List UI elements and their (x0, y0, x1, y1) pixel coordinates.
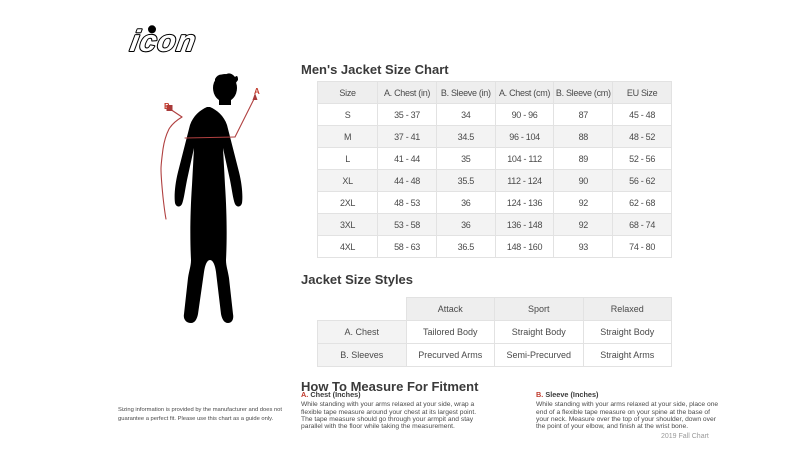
svg-text:icon: icon (128, 25, 199, 58)
